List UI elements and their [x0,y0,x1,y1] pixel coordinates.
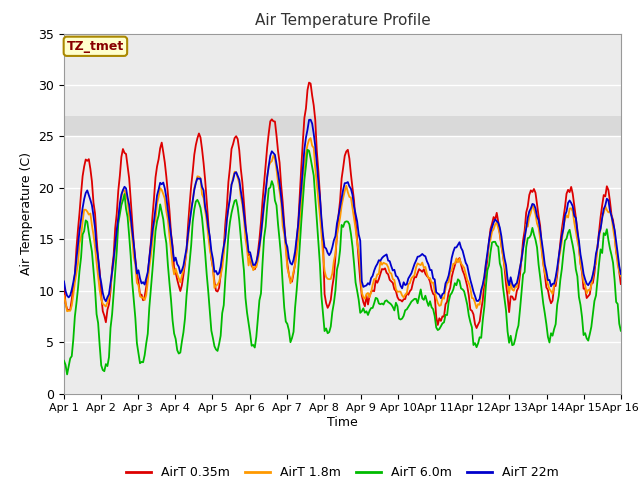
Title: Air Temperature Profile: Air Temperature Profile [255,13,430,28]
Legend: AirT 0.35m, AirT 1.8m, AirT 6.0m, AirT 22m: AirT 0.35m, AirT 1.8m, AirT 6.0m, AirT 2… [121,461,564,480]
Text: TZ_tmet: TZ_tmet [67,40,124,53]
Y-axis label: Air Temperature (C): Air Temperature (C) [20,152,33,275]
Bar [64,116,621,136]
X-axis label: Time: Time [327,416,358,429]
